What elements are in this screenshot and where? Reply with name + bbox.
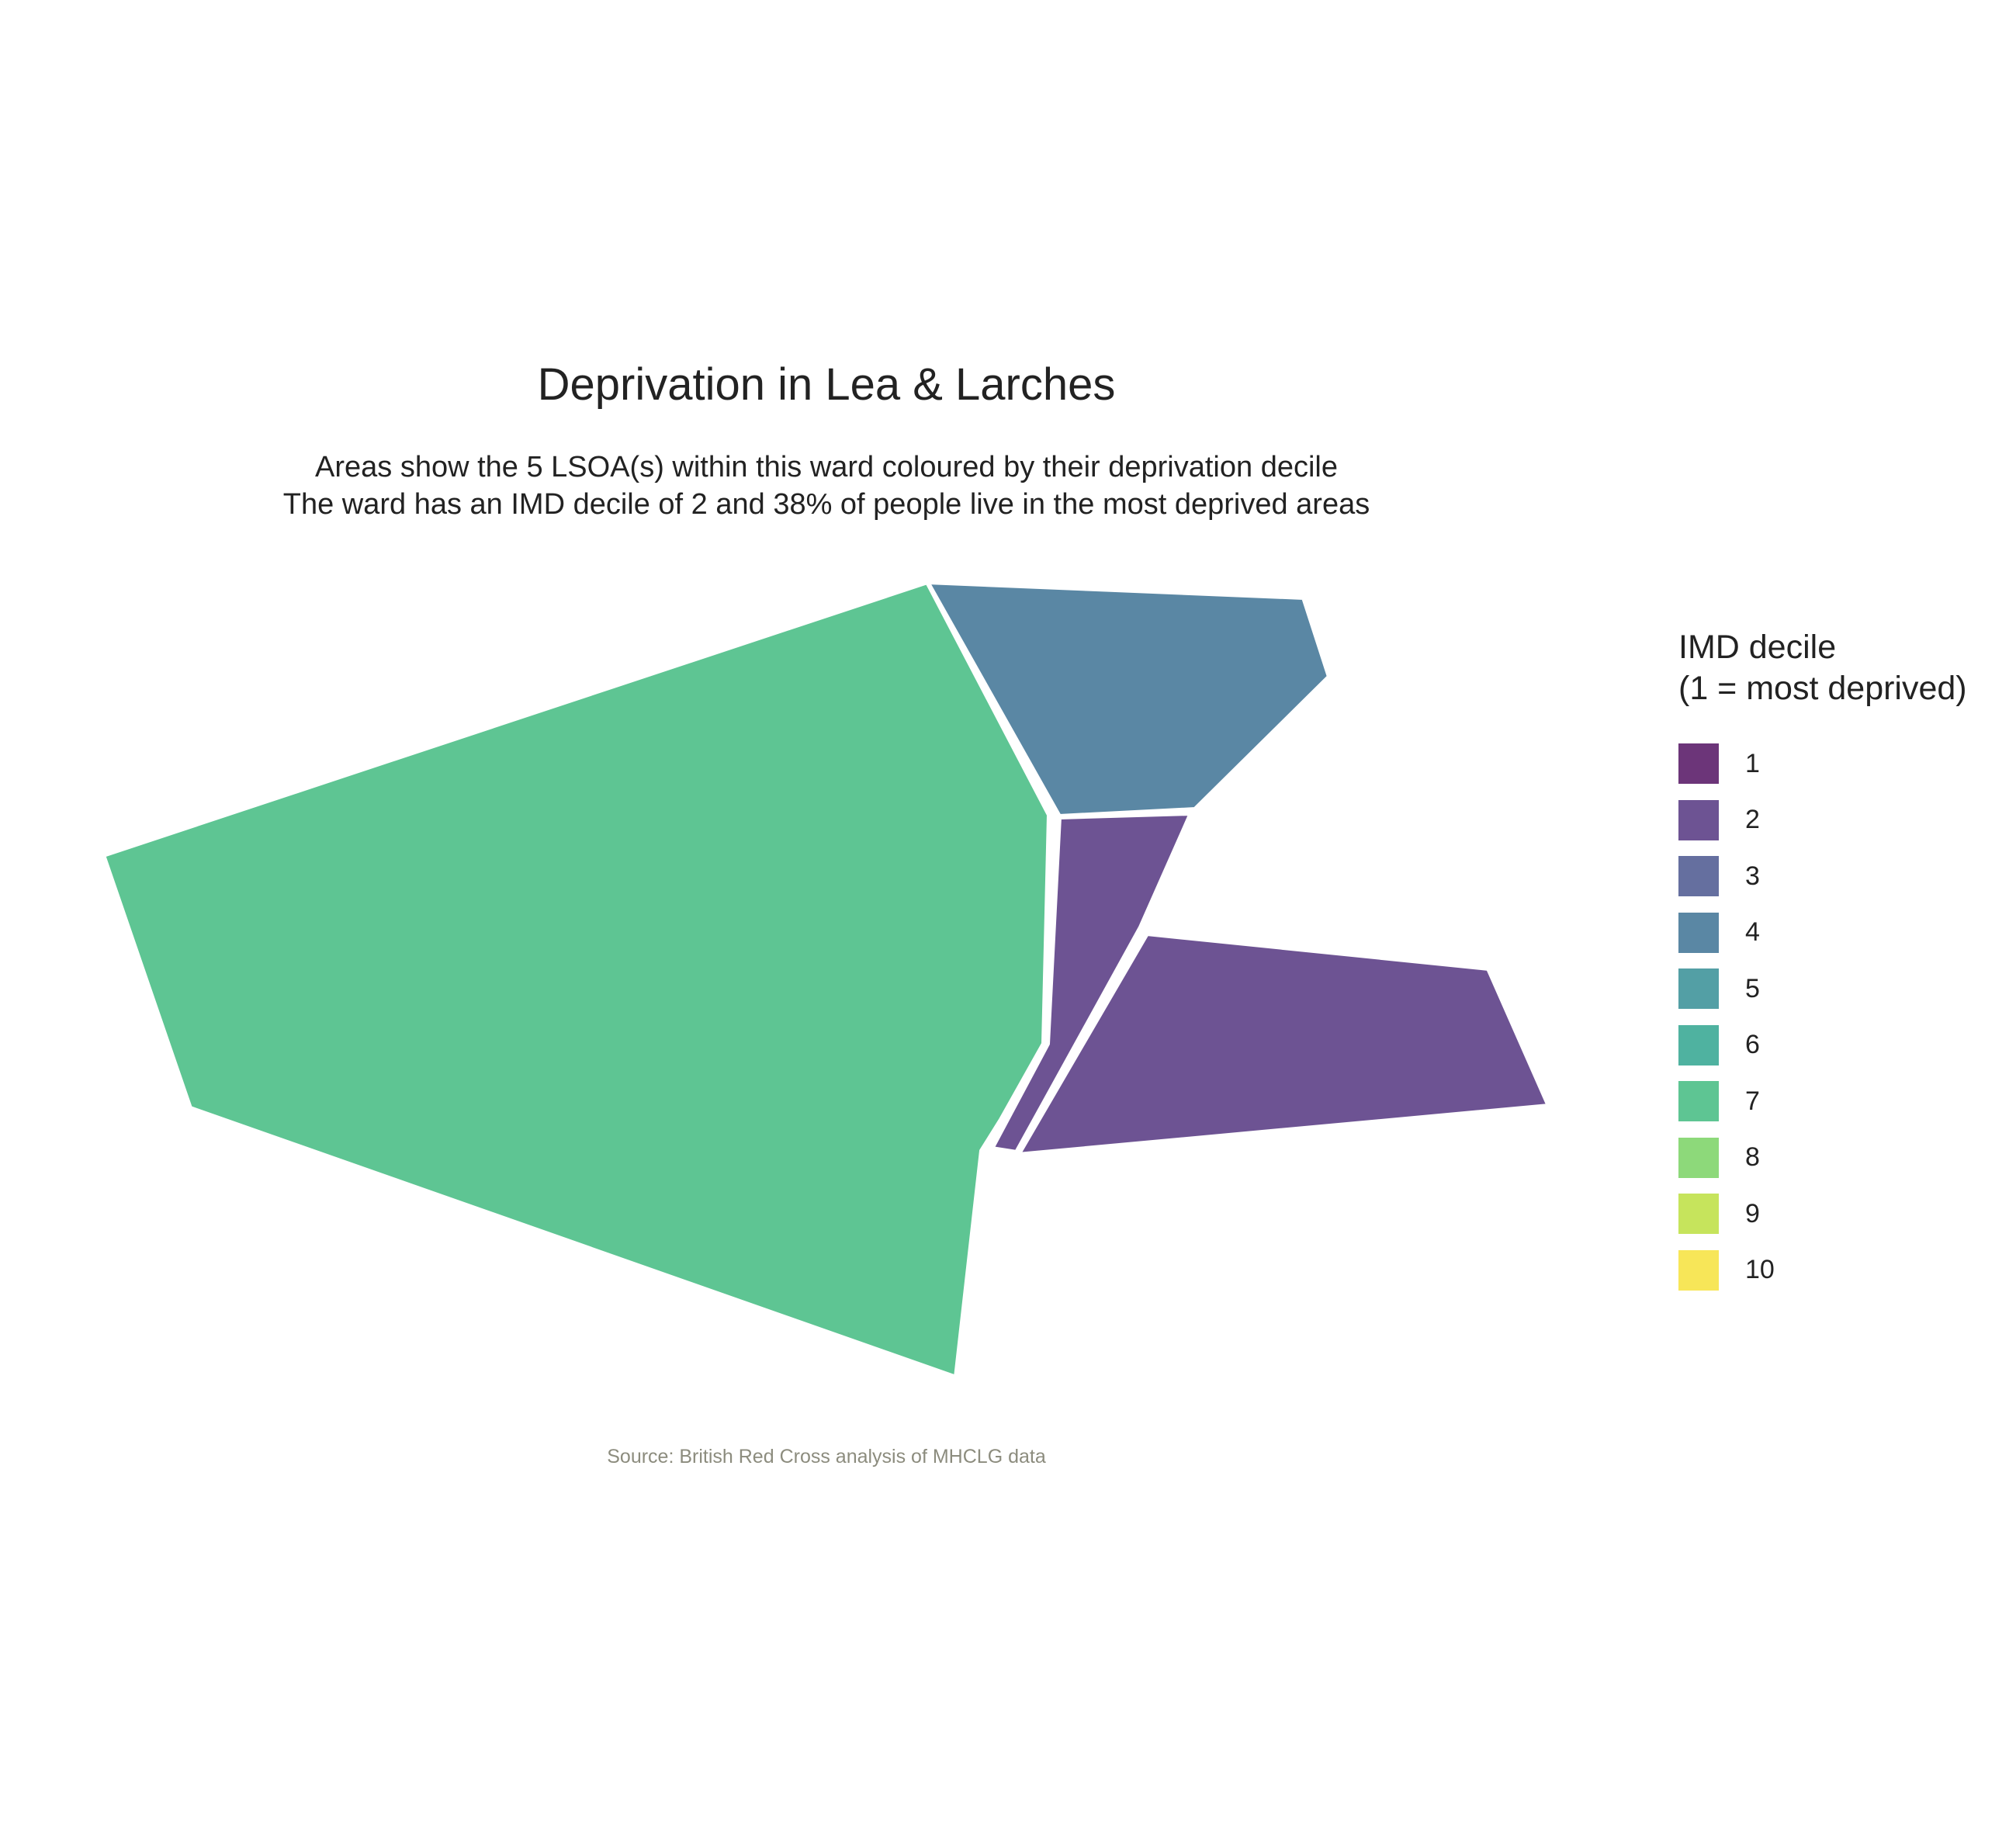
- map-subtitle: Areas show the 5 LSOA(s) within this war…: [0, 449, 1653, 523]
- lsoa-area-decile-2: [1016, 931, 1551, 1157]
- legend-label: 8: [1745, 1142, 1760, 1173]
- legend-item: 4: [1678, 905, 1967, 962]
- map-title: Deprivation in Lea & Larches: [537, 359, 1116, 410]
- legend-swatch: [1678, 912, 1719, 953]
- legend-swatch: [1678, 799, 1719, 840]
- legend-swatch: [1678, 968, 1719, 1010]
- legend-item: 6: [1678, 1017, 1967, 1074]
- legend-item: 5: [1678, 961, 1967, 1017]
- legend-title-line: IMD decile: [1678, 629, 1837, 666]
- subtitle-line: Areas show the 5 LSOA(s) within this war…: [315, 451, 1338, 483]
- legend-label: 9: [1745, 1198, 1760, 1228]
- legend-item: 1: [1678, 736, 1967, 792]
- legend-item: 9: [1678, 1186, 1967, 1242]
- legend-swatch: [1678, 1194, 1719, 1235]
- source-caption: Source: British Red Cross analysis of MH…: [607, 1446, 1046, 1467]
- legend-item: 8: [1678, 1130, 1967, 1187]
- lsoa-area-decile-7: [101, 580, 1051, 1380]
- legend-label: 4: [1745, 917, 1760, 948]
- legend-item: 2: [1678, 792, 1967, 849]
- legend-label: 1: [1745, 748, 1760, 778]
- legend-label: 10: [1745, 1255, 1775, 1285]
- legend-item: 3: [1678, 848, 1967, 905]
- subtitle-line: The ward has an IMD decile of 2 and 38% …: [282, 488, 1370, 521]
- legend-title: IMD decile (1 = most deprived): [1678, 627, 1967, 709]
- lsoa-area-decile-4: [925, 580, 1332, 819]
- legend-swatch: [1678, 856, 1719, 897]
- legend-items: 1 2 3 4 5 6 7 8 9 10: [1678, 736, 1967, 1298]
- legend-swatch: [1678, 1024, 1719, 1065]
- legend-swatch: [1678, 1081, 1719, 1122]
- legend-label: 3: [1745, 861, 1760, 891]
- legend-item: 10: [1678, 1242, 1967, 1299]
- legend-label: 5: [1745, 973, 1760, 1003]
- legend: IMD decile (1 = most deprived) 1 2 3 4 5…: [1678, 627, 1967, 1298]
- lsoa-area-decile-2: [989, 811, 1193, 1155]
- legend-label: 6: [1745, 1030, 1760, 1060]
- legend-title-line: (1 = most deprived): [1678, 670, 1967, 707]
- legend-item: 7: [1678, 1073, 1967, 1130]
- legend-swatch: [1678, 743, 1719, 785]
- legend-swatch: [1678, 1137, 1719, 1178]
- legend-label: 2: [1745, 805, 1760, 835]
- legend-swatch: [1678, 1249, 1719, 1291]
- legend-label: 7: [1745, 1086, 1760, 1116]
